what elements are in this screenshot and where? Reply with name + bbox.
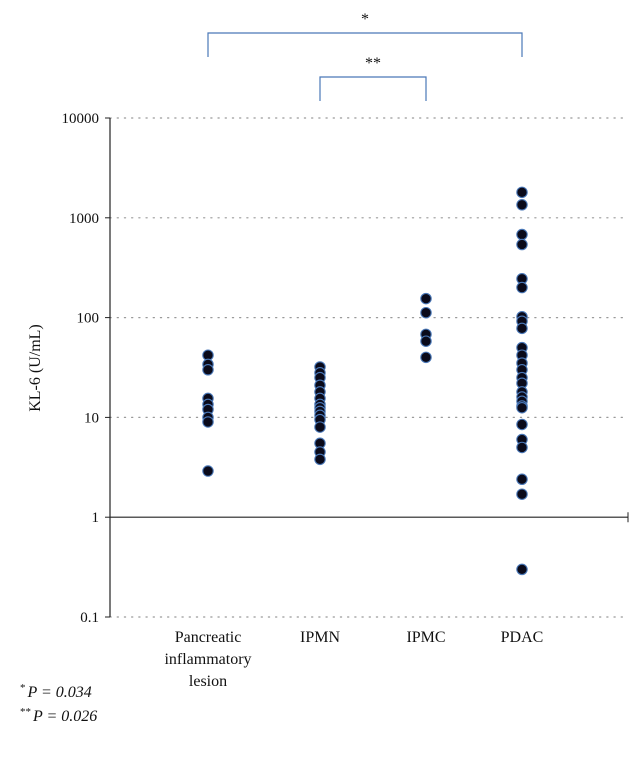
point-0-2 — [202, 364, 214, 376]
y-axis-title: KL-6 (U/mL) — [27, 324, 44, 412]
y-tick-label-3: 100 — [77, 311, 100, 327]
axes — [105, 117, 629, 618]
category-label-0-line-2: lesion — [189, 673, 227, 690]
footnote-1: * P = 0.034 — [20, 682, 92, 702]
grid-lines — [109, 117, 629, 618]
significance-label-0: * — [361, 11, 369, 28]
y-tick-label-0: 0.1 — [80, 610, 99, 626]
point-0-8 — [202, 465, 214, 477]
point-3-20 — [516, 418, 528, 431]
y-tick-label-1: 1 — [92, 510, 100, 526]
category-label-0-line-0: Pancreatic — [175, 629, 242, 646]
y-tick-label-5: 10000 — [62, 111, 100, 127]
point-3-3 — [516, 238, 528, 251]
point-2-4 — [420, 351, 432, 364]
point-3-5 — [516, 281, 528, 294]
point-3-8 — [516, 322, 528, 335]
point-3-19 — [516, 401, 528, 414]
footnote-2-text: P = 0.026 — [33, 708, 98, 725]
point-1-14 — [314, 453, 326, 466]
footnote-1-text: P = 0.034 — [27, 684, 92, 701]
significance-bracket-1 — [319, 76, 427, 101]
category-label-2-line-0: IPMC — [406, 629, 445, 646]
point-2-3 — [420, 335, 432, 347]
footnote-2-mark: ** — [20, 706, 31, 718]
point-3-22 — [516, 441, 528, 454]
point-3-24 — [516, 488, 528, 500]
footnote-1-mark: * — [20, 682, 26, 694]
significance-label-1: ** — [365, 55, 381, 72]
point-3-1 — [516, 199, 528, 211]
footnote-2: ** P = 0.026 — [20, 706, 97, 726]
point-3-0 — [516, 186, 528, 199]
y-tick-label-4: 1000 — [69, 211, 99, 227]
point-2-0 — [420, 292, 432, 305]
point-0-7 — [202, 416, 214, 428]
category-label-1-line-0: IPMN — [300, 629, 340, 646]
y-tick-labels: 0.1 1 10 100 1000 10000 — [62, 111, 100, 626]
point-3-2 — [516, 228, 528, 241]
significance-brackets: *** — [207, 11, 523, 101]
point-3-23 — [516, 473, 528, 486]
significance-bracket-0 — [207, 32, 523, 57]
point-3-25 — [516, 563, 528, 576]
data-points — [202, 186, 528, 576]
category-label-3-line-0: PDAC — [501, 629, 544, 646]
point-2-1 — [420, 306, 432, 319]
category-label-0-line-1: inflammatory — [164, 651, 251, 668]
y-tick-label-2: 10 — [84, 410, 99, 426]
x-category-labels: Pancreatic inflammatory lesion IPMN IPMC PDAC — [164, 629, 543, 690]
point-1-11 — [314, 421, 326, 433]
